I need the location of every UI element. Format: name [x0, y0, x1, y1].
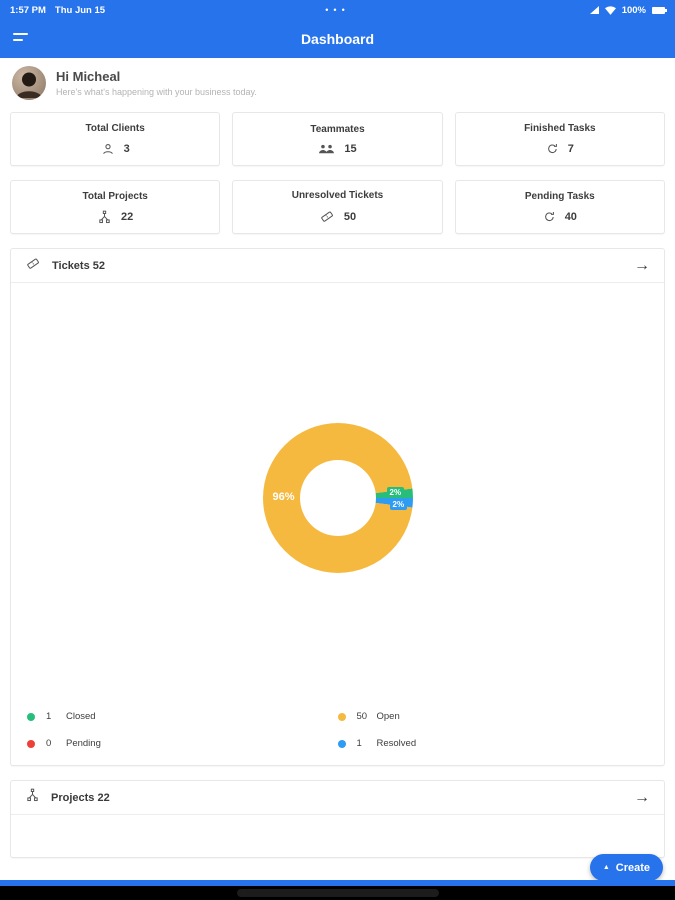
donut-open-percent-label: 96%	[272, 491, 295, 503]
stats-grid: Total Clients 3 Teammates 15 Finished Ta…	[10, 112, 665, 234]
stat-value: 50	[343, 210, 357, 223]
legend-count: 1	[46, 711, 52, 722]
avatar-photo	[16, 72, 42, 98]
stat-value-row: 7	[546, 142, 574, 155]
avatar[interactable]	[12, 66, 46, 100]
page-title: Dashboard	[300, 31, 375, 47]
stat-card-total-projects: Total Projects 22	[10, 180, 221, 234]
legend-label: Pending	[66, 738, 101, 749]
legend-dot-resolved	[337, 739, 346, 748]
create-button-label: Create	[615, 861, 650, 874]
bottom-accent-bar	[0, 880, 675, 886]
greeting-subtitle: Here's what's happening with your busine…	[56, 87, 257, 97]
stat-value: 7	[567, 142, 574, 155]
donut-hole	[299, 460, 376, 536]
legend-item-open: 50 Open	[337, 711, 649, 722]
legend-count: 0	[46, 738, 52, 749]
stat-value-row: 15	[318, 142, 357, 155]
stat-value: 3	[123, 142, 130, 155]
tickets-chart-area: 96% 2% 2% 1 Closed 50 Open	[11, 283, 664, 765]
stat-value: 40	[564, 210, 577, 223]
projects-panel-header: Projects 22 →	[11, 781, 664, 815]
menu-bar	[13, 33, 28, 35]
wifi-icon	[604, 5, 616, 15]
legend-item-closed: 1 Closed	[27, 711, 338, 722]
caret-up-icon: ▲	[602, 864, 610, 871]
projects-arrow-icon[interactable]: →	[634, 788, 650, 806]
tickets-donut: 96% 2% 2%	[262, 423, 413, 573]
stat-value-row: 22	[97, 210, 133, 224]
refresh-icon	[543, 210, 556, 223]
stat-title: Total Projects	[82, 190, 148, 202]
donut-closed-percent-chip: 2%	[386, 487, 405, 498]
greeting-name: Hi Micheal	[56, 69, 121, 84]
status-right: 100%	[589, 4, 667, 16]
ticket-icon	[319, 209, 335, 224]
battery-icon	[652, 6, 667, 14]
legend-row: 1 Closed 50 Open	[11, 703, 664, 730]
legend-label: Open	[376, 711, 400, 722]
legend-count: 50	[356, 711, 368, 722]
person-icon	[101, 142, 115, 156]
legend-row: 0 Pending 1 Resolved	[11, 730, 664, 757]
stat-card-unresolved-tickets: Unresolved Tickets 50	[232, 180, 443, 234]
refresh-icon	[546, 142, 559, 155]
legend-dot-pending	[27, 739, 35, 748]
legend-dot-closed	[27, 712, 35, 721]
menu-bar	[13, 39, 23, 41]
stat-title: Unresolved Tickets	[291, 190, 384, 201]
legend-item-pending: 0 Pending	[27, 738, 338, 749]
gesture-handle[interactable]	[236, 889, 439, 897]
tickets-arrow-icon[interactable]: →	[634, 256, 650, 274]
tickets-panel: Tickets 52 → 96% 2% 2% 1 Closed	[10, 248, 665, 766]
stat-card-total-clients: Total Clients 3	[10, 112, 221, 166]
stat-value-row: 50	[319, 209, 356, 224]
stat-value: 22	[121, 210, 134, 223]
status-time: 1:57 PM	[10, 4, 46, 16]
status-bar: 1:57 PM Thu Jun 15 ••• 100%	[0, 0, 675, 20]
tickets-panel-header: Tickets 52 →	[11, 249, 664, 283]
stat-card-pending-tasks: Pending Tasks 40	[454, 180, 665, 234]
greeting-text: Hi Micheal Here's what's happening with …	[56, 69, 257, 97]
stat-value-row: 40	[543, 210, 577, 223]
projects-body	[11, 815, 664, 857]
stat-title: Finished Tasks	[524, 123, 596, 134]
legend-dot-open	[337, 712, 346, 721]
projects-icon	[25, 788, 40, 807]
legend-count: 1	[356, 738, 362, 749]
signal-icon	[589, 6, 599, 14]
group-icon	[318, 143, 335, 155]
stat-title: Pending Tasks	[524, 191, 595, 202]
create-button[interactable]: ▲ Create	[589, 854, 663, 881]
stat-value-row: 3	[101, 142, 130, 156]
menu-icon[interactable]	[13, 33, 28, 45]
stat-title: Teammates	[310, 123, 365, 135]
tickets-panel-title: Tickets 52	[52, 259, 106, 272]
greeting-section: Hi Micheal Here's what's happening with …	[0, 58, 675, 112]
status-left: 1:57 PM Thu Jun 15	[10, 5, 114, 16]
notification-dots-icon: •••	[325, 5, 350, 15]
projects-panel: Projects 22 →	[10, 780, 665, 858]
stat-card-finished-tasks: Finished Tasks 7	[454, 112, 665, 166]
stat-value: 15	[344, 142, 357, 155]
tickets-legend: 1 Closed 50 Open 0 Pending	[11, 703, 664, 757]
legend-label: Closed	[66, 711, 96, 722]
status-date: Thu Jun 15	[54, 4, 106, 16]
ticket-icon	[25, 256, 41, 276]
projects-panel-title: Projects 22	[51, 791, 110, 804]
legend-label: Resolved	[376, 738, 417, 749]
stat-title: Total Clients	[85, 122, 145, 134]
legend-item-resolved: 1 Resolved	[337, 738, 649, 749]
projects-icon	[97, 210, 112, 224]
app-bar: Dashboard	[0, 20, 675, 58]
stat-card-teammates: Teammates 15	[232, 112, 443, 166]
donut-resolved-percent-chip: 2%	[389, 499, 408, 510]
system-nav-bar	[0, 886, 675, 900]
battery-percent: 100%	[621, 4, 646, 16]
